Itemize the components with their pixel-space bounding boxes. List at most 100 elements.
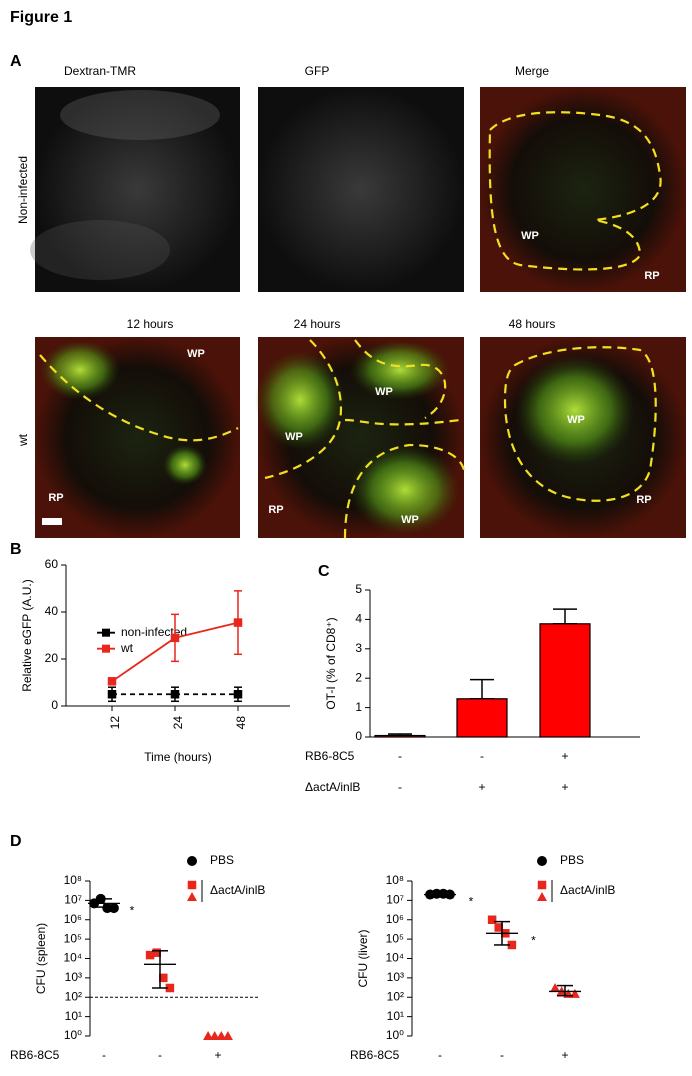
legend-label: PBS (210, 853, 234, 867)
region-label: WP (567, 414, 585, 426)
image-texture (350, 445, 460, 535)
y-tick-label: 10⁴ (63, 951, 82, 965)
y-tick-label: 10⁷ (386, 893, 404, 907)
y-tick-label: 10² (387, 989, 404, 1003)
x-tick-label: 48 (234, 716, 248, 730)
y-tick-label: 10⁰ (64, 1028, 82, 1042)
panel-label: C (318, 563, 330, 580)
y-tick-label: 10⁵ (64, 931, 82, 945)
boundary (344, 418, 461, 426)
y-tick-label: 40 (45, 604, 59, 618)
time-label: 48 hours (509, 317, 556, 331)
point (187, 880, 197, 890)
y-tick-label: 10³ (65, 970, 82, 984)
point (152, 948, 161, 957)
region-label: WP (521, 230, 539, 242)
legend-marker (102, 644, 110, 653)
region-label: RP (636, 494, 651, 506)
factor-value: + (214, 1048, 221, 1062)
scale-bar (42, 518, 62, 525)
point (507, 940, 517, 950)
factor-value: + (561, 749, 568, 763)
point (209, 1031, 220, 1040)
x-tick-label: 24 (171, 716, 185, 730)
factor-value: - (500, 1048, 504, 1062)
image-texture (350, 340, 450, 400)
bar (539, 623, 591, 738)
legend-label: non-infected (121, 625, 187, 639)
x-axis-label: Time (hours) (144, 750, 212, 764)
boundary (488, 111, 662, 271)
point (145, 950, 155, 960)
image (480, 87, 686, 292)
figure-title: Figure 1 (10, 9, 72, 26)
boundary (264, 339, 343, 480)
point (233, 618, 243, 627)
row-label: Non-infected (16, 156, 30, 224)
point (203, 1031, 214, 1040)
y-tick-label: 10¹ (387, 1009, 404, 1023)
column-title: GFP (305, 64, 330, 78)
image-texture (30, 220, 170, 280)
region-label: RP (644, 270, 659, 282)
point (494, 923, 503, 932)
legend-label: wt (120, 641, 134, 655)
point (537, 880, 547, 890)
y-axis-label: Relative eGFP (A.U.) (20, 579, 34, 691)
y-axis-label: CFU (spleen) (34, 923, 48, 994)
image-texture (163, 445, 207, 485)
y-axis-label: OT-I (% of CD8⁺) (324, 617, 338, 709)
legend-label: PBS (560, 853, 584, 867)
factor-value: - (398, 780, 402, 794)
annotation: * (469, 895, 474, 909)
point (108, 903, 119, 914)
point (165, 983, 175, 993)
legend-label: ΔactA/inlB (210, 883, 265, 897)
image (258, 87, 464, 292)
y-tick-label: 10⁵ (386, 931, 404, 945)
x-tick-label: 12 (108, 716, 122, 730)
y-axis-label: CFU (liver) (356, 930, 370, 988)
factor-name: RB6-8C5 (350, 1048, 400, 1062)
image-texture (255, 350, 345, 450)
bar (456, 698, 508, 738)
boundary (39, 354, 239, 442)
region-label: WP (187, 348, 205, 360)
point (159, 973, 168, 983)
factor-name: RB6-8C5 (305, 749, 355, 763)
y-tick-label: 10⁴ (385, 951, 404, 965)
point (569, 988, 580, 998)
point (537, 856, 547, 866)
image-texture (40, 340, 120, 400)
y-tick-label: 10⁷ (64, 893, 82, 907)
region-label: RP (268, 504, 283, 516)
point (222, 1031, 233, 1040)
y-tick-label: 10⁰ (386, 1028, 404, 1042)
region-label: WP (375, 386, 393, 398)
legend-label: ΔactA/inlB (560, 883, 615, 897)
image-texture (515, 355, 635, 465)
legend-marker (102, 628, 110, 637)
factor-value: + (561, 780, 568, 794)
y-tick-label: 1 (355, 700, 362, 714)
point (107, 677, 117, 686)
y-tick-label: 10¹ (65, 1009, 82, 1023)
y-tick-label: 20 (45, 651, 59, 665)
y-tick-label: 2 (355, 670, 362, 684)
factor-name: RB6-8C5 (10, 1048, 60, 1062)
y-tick-label: 60 (45, 557, 59, 571)
factor-value: - (398, 749, 402, 763)
factor-name: ΔactA/inlB (305, 780, 360, 794)
image (35, 87, 240, 292)
point (537, 892, 547, 901)
factor-value: + (478, 780, 485, 794)
y-tick-label: 10⁸ (64, 873, 82, 887)
y-tick-label: 0 (355, 729, 362, 743)
annotation: * (531, 933, 536, 947)
point (216, 1031, 227, 1040)
y-tick-label: 3 (355, 641, 362, 655)
factor-value: - (102, 1048, 106, 1062)
column-title: Dextran-TMR (64, 64, 136, 78)
point (187, 892, 197, 901)
